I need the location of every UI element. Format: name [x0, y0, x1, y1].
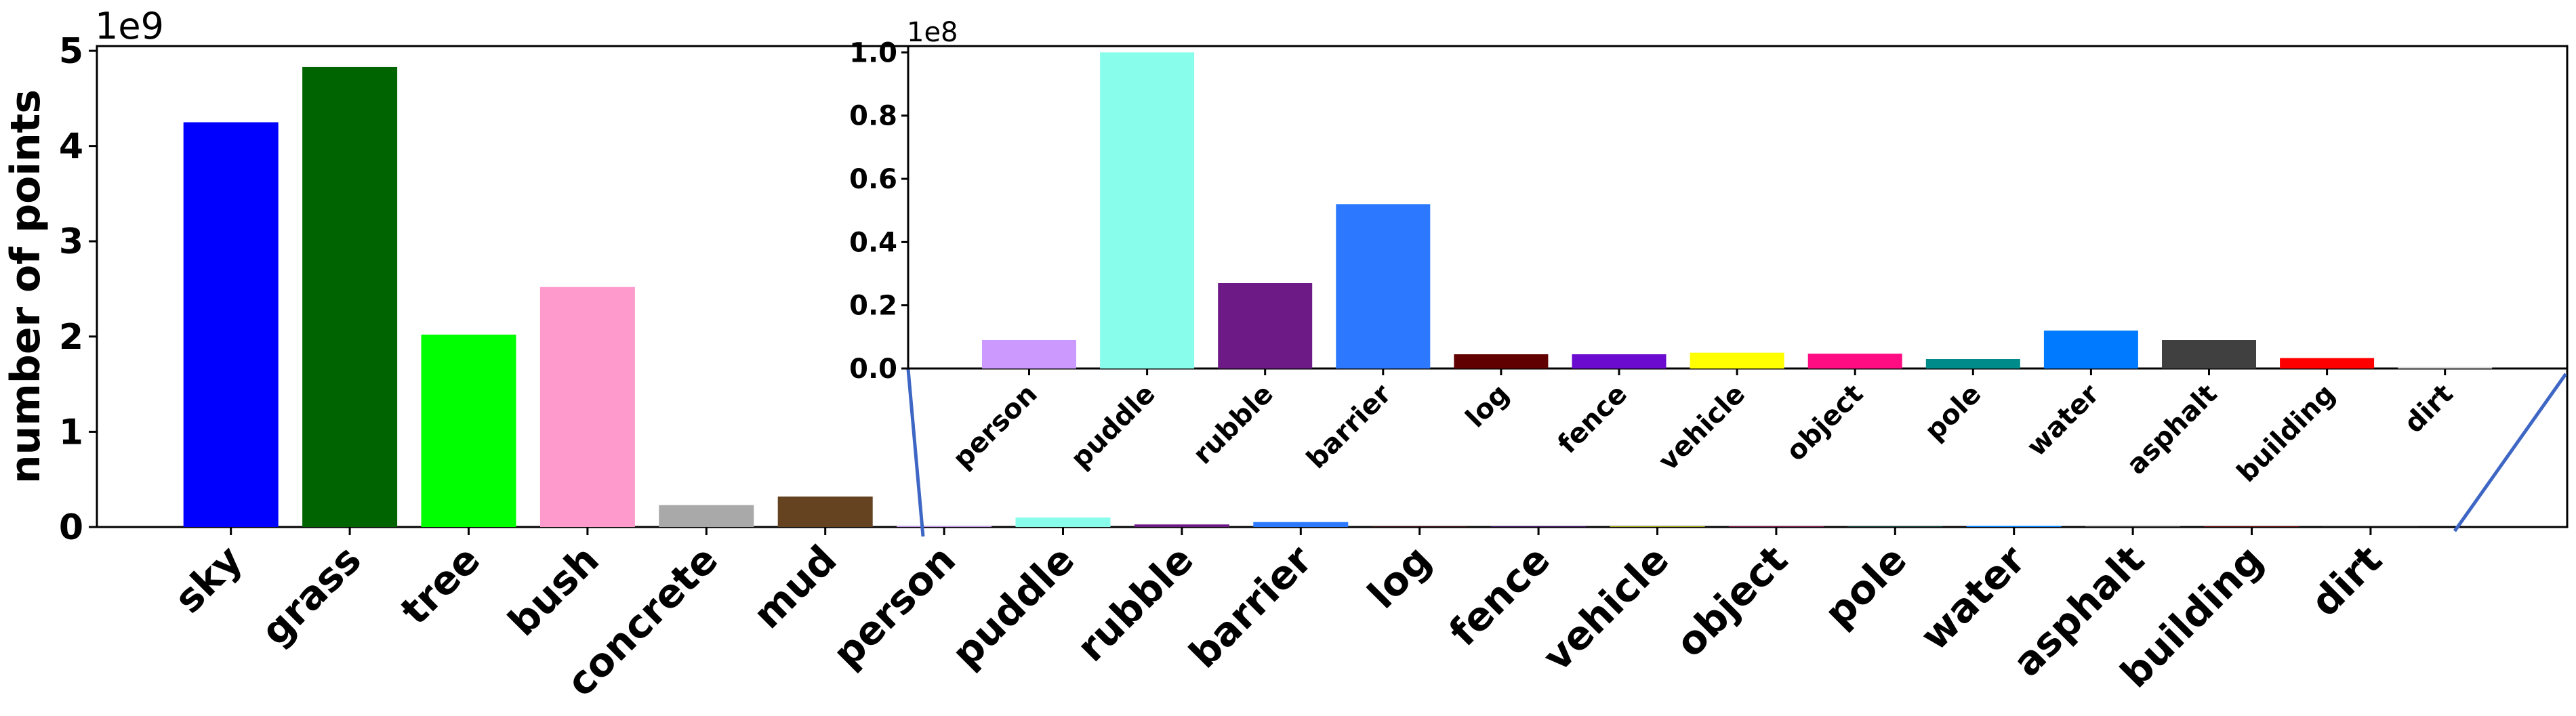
- y-tick-label: 5: [59, 31, 83, 72]
- inset-bar-vehicle: [1690, 353, 1784, 368]
- bar-person: [897, 526, 991, 527]
- inset-y-tick-label: 0.4: [849, 227, 897, 258]
- inset-bar-asphalt: [2162, 340, 2256, 368]
- inset-bar-log: [1454, 354, 1548, 368]
- y-tick-label: 3: [59, 222, 83, 262]
- inset-bar-fence: [1572, 354, 1667, 368]
- y-tick-label: 0: [59, 507, 83, 548]
- y-axis-label: number of points: [2, 89, 49, 484]
- inset-bar-rubble: [1218, 283, 1312, 368]
- bar-asphalt: [2085, 526, 2180, 527]
- inset-y-tick-label: 0.6: [849, 164, 897, 195]
- inset-bar-building: [2280, 358, 2374, 368]
- bar-log: [1372, 526, 1467, 527]
- y-axis-scale-label: 1e9: [95, 5, 164, 47]
- bar-concrete: [659, 505, 754, 527]
- inset-bar-water: [2044, 331, 2138, 368]
- inset-y-axis-scale-label: 1e8: [907, 17, 958, 48]
- bar-puddle: [1016, 518, 1111, 527]
- bar-object: [1729, 526, 1824, 527]
- bar-tree: [422, 335, 516, 527]
- bar-barrier: [1253, 522, 1348, 527]
- bar-grass: [302, 67, 397, 527]
- bar-rubble: [1134, 524, 1229, 527]
- inset-bar-puddle: [1100, 52, 1194, 368]
- inset-bar-barrier: [1336, 204, 1430, 368]
- bar-fence: [1491, 526, 1586, 527]
- bar-mud: [778, 497, 873, 527]
- inset-bar-object: [1808, 354, 1902, 368]
- inset-bar-pole: [1926, 359, 2020, 368]
- y-tick-label: 1: [59, 412, 83, 452]
- y-tick-label: 2: [59, 317, 83, 358]
- inset-y-tick-label: 1.0: [849, 37, 897, 68]
- inset-y-tick-label: 0.2: [849, 291, 897, 322]
- bar-sky: [184, 122, 279, 527]
- bar-vehicle: [1610, 526, 1705, 527]
- y-tick-label: 4: [59, 127, 83, 167]
- inset-y-tick-label: 0.0: [849, 354, 897, 385]
- inset-y-tick-label: 0.8: [849, 101, 897, 132]
- bar-bush: [540, 287, 635, 527]
- inset-bar-dirt: [2398, 367, 2492, 368]
- inset-bar-person: [982, 340, 1076, 368]
- bar-water: [1967, 526, 2062, 527]
